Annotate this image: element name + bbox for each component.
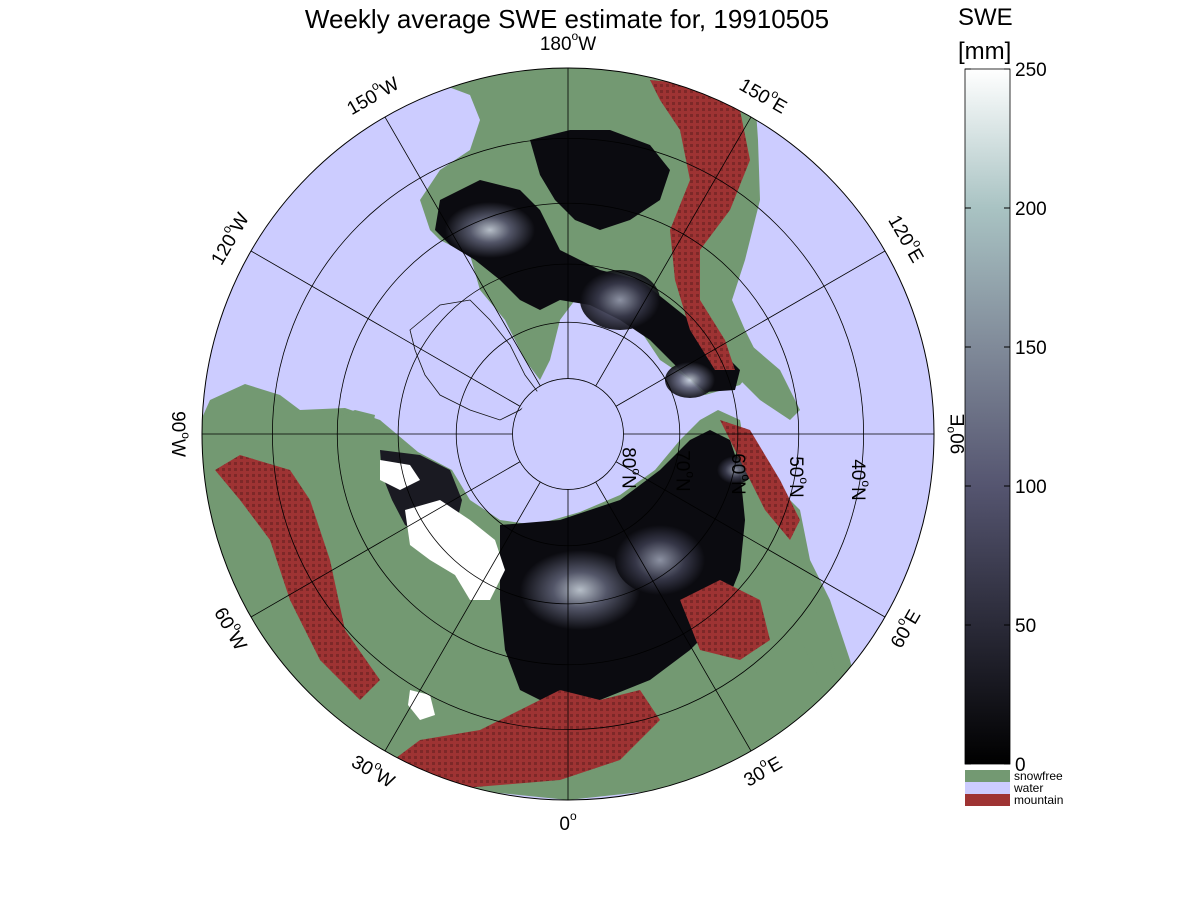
- longitude-label: 90oE: [943, 414, 969, 455]
- swe-saturated-2: [380, 460, 420, 490]
- colorbar-gradient: [964, 68, 1011, 765]
- japan-land: [785, 590, 840, 695]
- mountain-rockies: [650, 80, 750, 370]
- legend-swatch-snowfree: [965, 770, 1010, 782]
- meridian--30: [384, 481, 541, 752]
- mountain-alps-caucasus: [215, 455, 380, 700]
- colorbar-tick-label: 200: [1015, 199, 1047, 220]
- latitude-label: 60oN: [727, 453, 753, 495]
- arctic-ocean: [515, 381, 621, 487]
- swe-max-siberia-1: [520, 550, 640, 630]
- longitude-label: 30oE: [738, 749, 786, 791]
- longitude-label: 120oE: [884, 209, 932, 266]
- colorbar-tick-label: 250: [1015, 60, 1047, 81]
- colorbar-tick-label: 0: [1015, 755, 1026, 776]
- longitude-label: 60oE: [883, 604, 925, 652]
- swe-saturated-3: [408, 690, 435, 720]
- meridian-150: [595, 116, 752, 387]
- meridian-60: [615, 461, 886, 618]
- legend-swatch-mountain: [965, 794, 1010, 806]
- colorbar-title: SWE: [958, 4, 1013, 31]
- longitude-label: 150oE: [736, 70, 793, 118]
- legend-swatch-water: [965, 782, 1010, 794]
- meridian-120: [615, 250, 886, 407]
- latitude-label: 80oN: [618, 447, 644, 489]
- figure-title: Weekly average SWE estimate for, 1991050…: [304, 4, 830, 34]
- swe-max-siberia-2: [615, 525, 705, 595]
- meridian-30: [595, 481, 752, 752]
- map-content: [202, 68, 934, 800]
- longitude-label: 90oW: [168, 411, 194, 457]
- mountain-siberia-east: [720, 420, 800, 540]
- legend-label-mountain: mountain: [1014, 793, 1063, 807]
- longitude-label: 180oW: [540, 29, 596, 55]
- colorbar-tick-label: 100: [1015, 477, 1047, 498]
- latitude-label: 70oN: [672, 450, 698, 492]
- colorbar-unit: [mm]: [958, 38, 1012, 65]
- iceland-land: [330, 410, 375, 435]
- beringia-land: [740, 340, 800, 420]
- map-boundary: [201, 67, 935, 801]
- graticule: [202, 68, 934, 800]
- colorbar-tick-label: 50: [1015, 616, 1036, 637]
- colorbar-tick-label: 150: [1015, 338, 1047, 359]
- meridian--60: [250, 461, 521, 618]
- swe-max-hudson: [580, 270, 660, 330]
- swe-canada-arctic: [530, 130, 670, 230]
- meridian--150: [384, 116, 541, 387]
- legend-label-snowfree: snowfree: [1014, 769, 1063, 783]
- mountain-himalaya: [380, 690, 660, 790]
- swe-saturated-1: [405, 500, 505, 600]
- latitude-label: 40oN: [847, 459, 873, 501]
- latitude-label: 50oN: [785, 456, 811, 498]
- swe-max-canada: [445, 202, 535, 258]
- legend-label-water: water: [1013, 781, 1043, 795]
- longitude-label: 0o: [559, 809, 577, 835]
- mountain-central-asia: [680, 580, 770, 660]
- swe-max-alaska: [665, 362, 715, 398]
- meridian--120: [250, 250, 521, 407]
